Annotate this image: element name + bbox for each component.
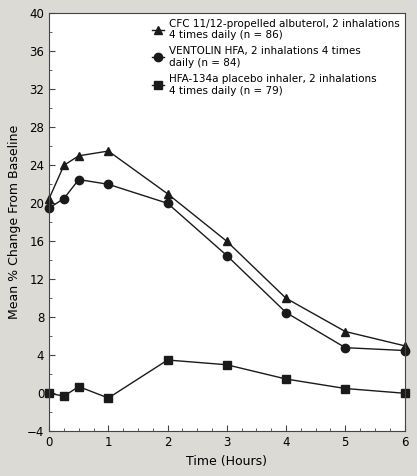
X-axis label: Time (Hours): Time (Hours) [186,455,267,467]
CFC 11/12-propelled albuterol, 2 inhalations
4 times daily (n = 86) [76,153,81,159]
CFC 11/12-propelled albuterol, 2 inhalations
4 times daily (n = 86) [165,191,170,197]
VENTOLIN HFA, 2 inhalations 4 times
daily (n = 84) [402,347,407,353]
HFA-134a placebo inhaler, 2 inhalations
4 times daily (n = 79) [343,386,348,391]
HFA-134a placebo inhaler, 2 inhalations
4 times daily (n = 79) [61,393,66,399]
Legend: CFC 11/12-propelled albuterol, 2 inhalations
4 times daily (n = 86), VENTOLIN HF: CFC 11/12-propelled albuterol, 2 inhalat… [150,17,402,98]
CFC 11/12-propelled albuterol, 2 inhalations
4 times daily (n = 86) [343,328,348,334]
Line: CFC 11/12-propelled albuterol, 2 inhalations
4 times daily (n = 86): CFC 11/12-propelled albuterol, 2 inhalat… [45,147,409,350]
VENTOLIN HFA, 2 inhalations 4 times
daily (n = 84) [106,181,111,187]
VENTOLIN HFA, 2 inhalations 4 times
daily (n = 84) [47,205,52,211]
HFA-134a placebo inhaler, 2 inhalations
4 times daily (n = 79) [402,390,407,396]
CFC 11/12-propelled albuterol, 2 inhalations
4 times daily (n = 86) [106,148,111,154]
VENTOLIN HFA, 2 inhalations 4 times
daily (n = 84) [165,200,170,206]
HFA-134a placebo inhaler, 2 inhalations
4 times daily (n = 79) [47,390,52,396]
VENTOLIN HFA, 2 inhalations 4 times
daily (n = 84) [76,177,81,182]
CFC 11/12-propelled albuterol, 2 inhalations
4 times daily (n = 86) [47,196,52,201]
Line: VENTOLIN HFA, 2 inhalations 4 times
daily (n = 84): VENTOLIN HFA, 2 inhalations 4 times dail… [45,175,409,355]
CFC 11/12-propelled albuterol, 2 inhalations
4 times daily (n = 86) [61,162,66,168]
HFA-134a placebo inhaler, 2 inhalations
4 times daily (n = 79) [106,395,111,401]
HFA-134a placebo inhaler, 2 inhalations
4 times daily (n = 79) [165,357,170,363]
Y-axis label: Mean % Change From Baseline: Mean % Change From Baseline [8,125,21,319]
VENTOLIN HFA, 2 inhalations 4 times
daily (n = 84) [61,196,66,201]
HFA-134a placebo inhaler, 2 inhalations
4 times daily (n = 79) [284,376,289,382]
VENTOLIN HFA, 2 inhalations 4 times
daily (n = 84) [343,345,348,350]
Line: HFA-134a placebo inhaler, 2 inhalations
4 times daily (n = 79): HFA-134a placebo inhaler, 2 inhalations … [45,356,409,402]
VENTOLIN HFA, 2 inhalations 4 times
daily (n = 84) [284,310,289,316]
VENTOLIN HFA, 2 inhalations 4 times
daily (n = 84) [224,253,229,258]
HFA-134a placebo inhaler, 2 inhalations
4 times daily (n = 79) [76,384,81,389]
HFA-134a placebo inhaler, 2 inhalations
4 times daily (n = 79) [224,362,229,367]
CFC 11/12-propelled albuterol, 2 inhalations
4 times daily (n = 86) [284,296,289,301]
CFC 11/12-propelled albuterol, 2 inhalations
4 times daily (n = 86) [402,343,407,348]
CFC 11/12-propelled albuterol, 2 inhalations
4 times daily (n = 86) [224,238,229,244]
